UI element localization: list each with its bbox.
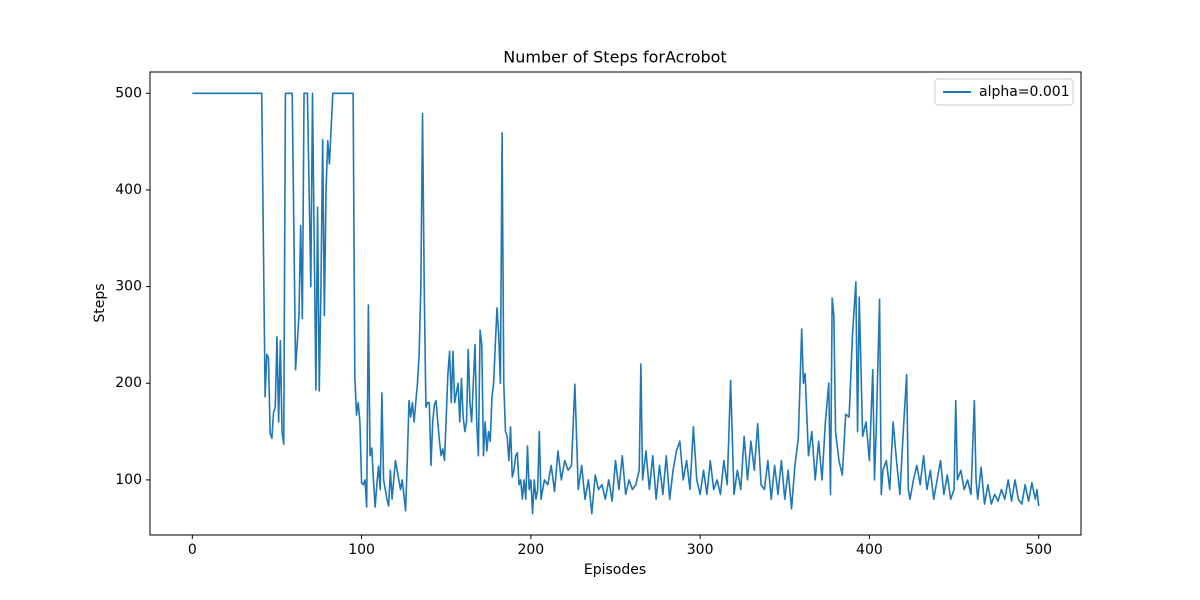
- y-tick-label: 300: [115, 279, 142, 295]
- legend-label: alpha=0.001: [979, 84, 1070, 100]
- data-line: [192, 92, 1040, 515]
- y-tick-label: 100: [115, 472, 142, 488]
- y-tick-label: 400: [115, 182, 142, 198]
- x-tick-label: 0: [188, 542, 197, 558]
- legend-box: [934, 78, 1074, 106]
- x-tick-label: 500: [1025, 542, 1052, 558]
- y-tick-label: 500: [115, 85, 142, 101]
- y-tick-label: 200: [115, 375, 142, 391]
- x-tick-label: 100: [348, 542, 375, 558]
- y-axis-label: Steps: [92, 283, 108, 322]
- chart-title: Number of Steps forAcrobot: [503, 48, 726, 67]
- plot-frame: [149, 71, 1082, 536]
- x-axis-label: Episodes: [584, 562, 646, 578]
- x-tick-label: 200: [517, 542, 544, 558]
- x-tick-label: 400: [856, 542, 883, 558]
- x-tick-label: 300: [687, 542, 714, 558]
